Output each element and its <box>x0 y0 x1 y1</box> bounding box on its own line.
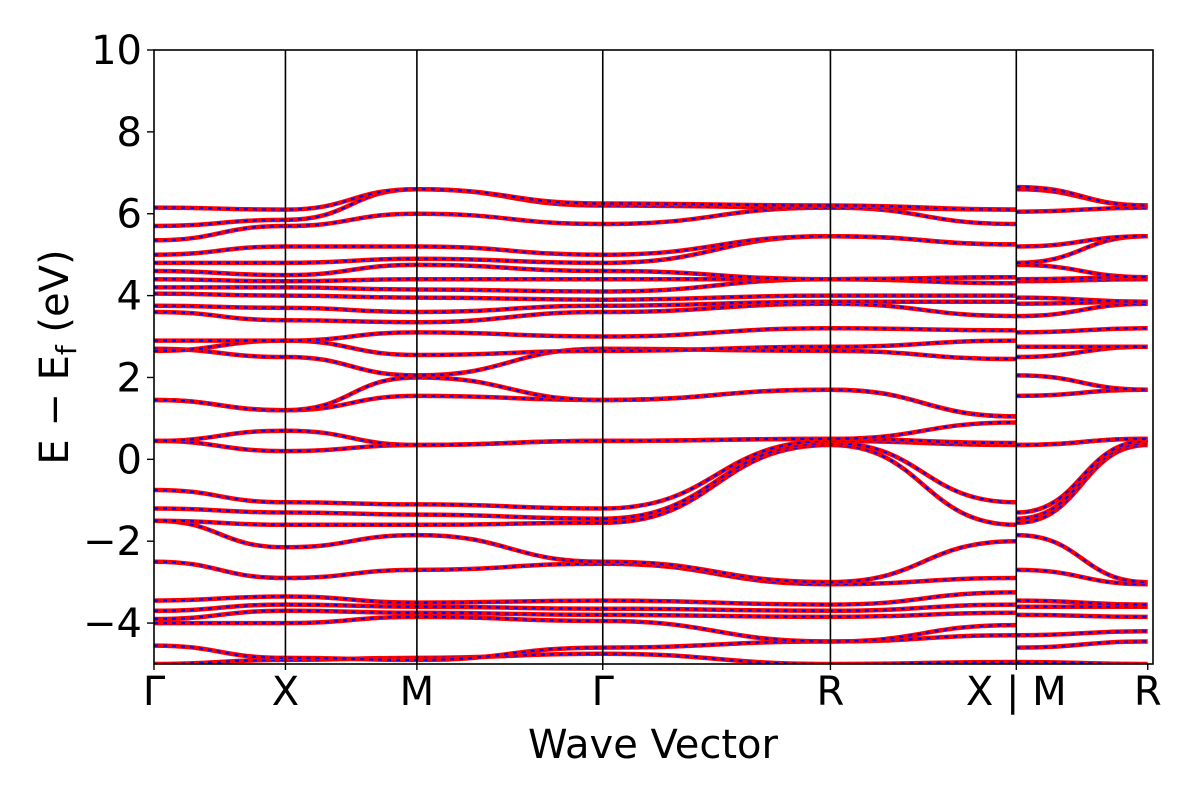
band-dashed-line <box>154 609 1148 621</box>
band-dashed-line <box>154 441 1148 520</box>
band-dashed-line <box>154 519 1148 584</box>
band-dashed-line <box>154 276 1148 283</box>
x-tick-label: X | M <box>966 669 1067 715</box>
band-8 <box>154 518 1148 585</box>
x-ticks: Γ X M Γ R X | M R <box>143 664 1162 715</box>
y-axis-label-unit: (eV) <box>32 249 78 345</box>
x-tick-label: R <box>1134 669 1162 715</box>
bands-layer <box>154 184 1148 664</box>
band-dashed-line <box>154 302 1148 324</box>
band-dashed-line <box>154 374 1148 418</box>
y-tick-label: 6 <box>117 192 142 238</box>
band-dashed-line <box>154 634 1148 662</box>
y-tick-label: 0 <box>117 437 142 483</box>
y-tick-label: 8 <box>117 110 142 156</box>
band-dashed-line <box>154 560 1148 586</box>
x-tick-label: Γ <box>143 669 166 715</box>
band-dashed-line <box>154 206 1148 242</box>
band-dashed-line <box>154 615 1148 643</box>
band-dashed-line <box>154 292 1148 303</box>
x-tick-label: R <box>817 669 845 715</box>
band-dashed-line <box>154 235 1148 256</box>
plot-frame <box>153 49 1154 665</box>
y-tick-label: 2 <box>117 355 142 401</box>
band-dashed-line <box>154 603 1148 612</box>
x-tick-label: Γ <box>592 669 615 715</box>
y-axis-label-main: E − E <box>32 355 78 465</box>
k-point-lines <box>284 50 1018 664</box>
x-axis-label: Wave Vector <box>528 722 779 768</box>
x-tick-label: X <box>272 669 299 715</box>
y-tick-label: −2 <box>83 519 142 565</box>
band-7 <box>154 559 1148 587</box>
band-dashed-line <box>154 300 1148 314</box>
band-dashed-line <box>154 263 1148 281</box>
band-dashed-line <box>154 327 1148 342</box>
band-dashed-line <box>154 186 1148 211</box>
band-dashed-line <box>154 339 1148 357</box>
y-tick-label: 4 <box>117 274 142 320</box>
band-dashed-line <box>154 345 1148 377</box>
y-axis-label: E − Ef (eV) <box>32 249 83 464</box>
band-dashed-line <box>154 591 1148 606</box>
y-ticks: −4 −2 0 2 4 6 8 10 <box>83 28 154 647</box>
x-tick-label: M <box>400 669 435 715</box>
y-axis-label-subscript: f <box>50 344 83 355</box>
band-dashed-line <box>154 421 1148 447</box>
y-tick-label: −4 <box>83 601 142 647</box>
y-tick-label: 10 <box>91 28 142 74</box>
